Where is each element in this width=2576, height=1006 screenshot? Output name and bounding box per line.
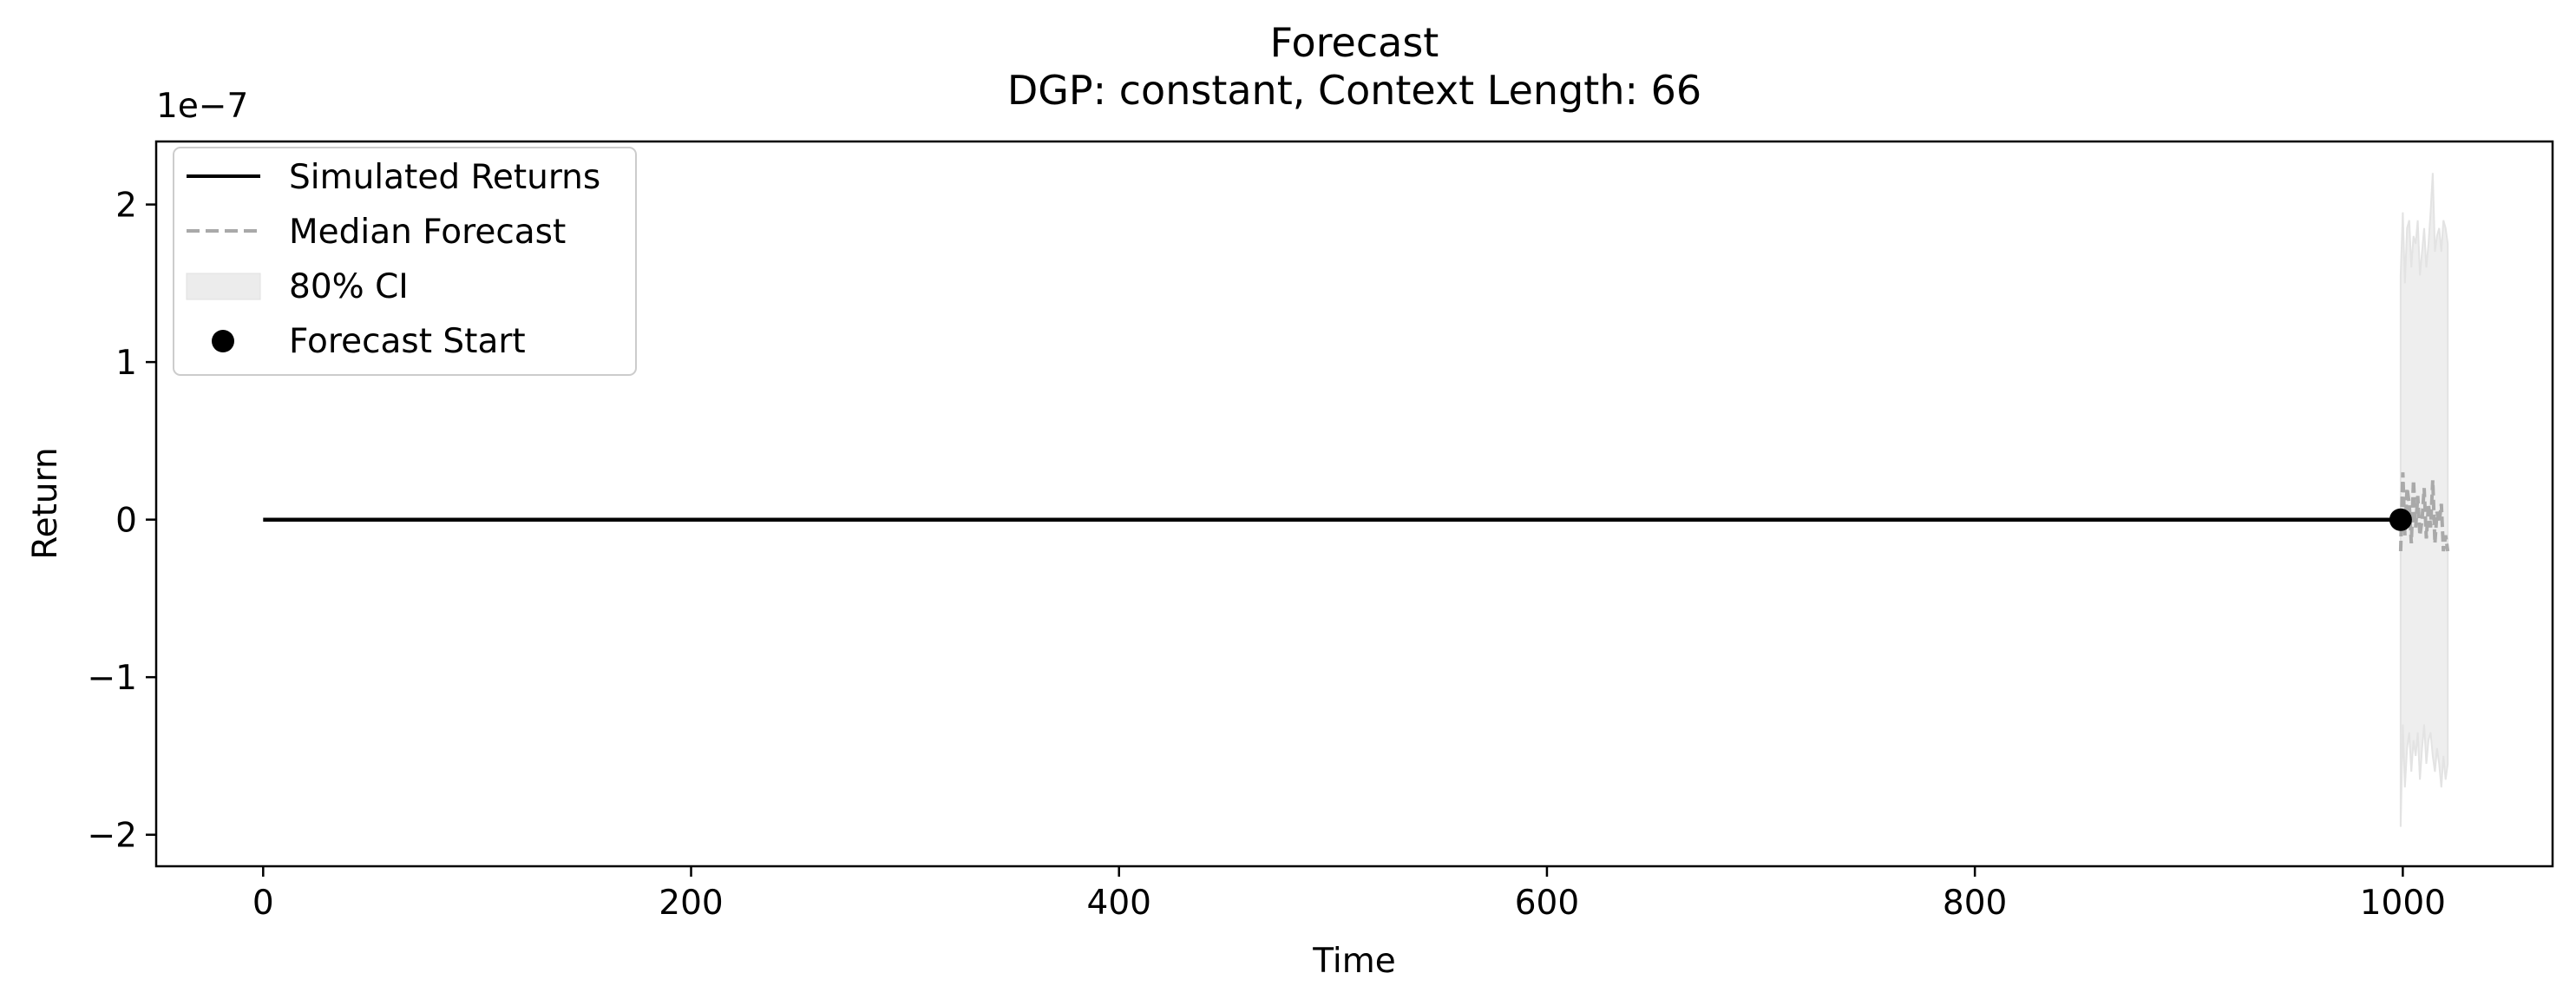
series-lines-layer — [263, 472, 2450, 552]
axes-frame — [154, 140, 2554, 868]
x-tick-label: 800 — [1943, 884, 2007, 923]
y-axis-label: Return — [26, 447, 65, 559]
x-axis-label: Time — [1312, 942, 1395, 981]
y-tick-label: 1 — [115, 344, 137, 383]
x-tick-label: 200 — [659, 884, 723, 923]
x-tick-label: 0 — [252, 884, 274, 923]
x-tick-label: 1000 — [2360, 884, 2446, 923]
legend: Simulated Returns Median Forecast 80% CI… — [173, 147, 637, 376]
marker-forecast-start — [2389, 508, 2412, 531]
legend-label-forecast-start: Forecast Start — [289, 322, 526, 361]
legend-swatch-forecast-start — [212, 330, 234, 352]
y-tick-label: 0 — [115, 502, 137, 541]
x-tick-label: 400 — [1087, 884, 1151, 923]
chart-title: Forecast — [1270, 19, 1439, 66]
y-offset-label: 1e−7 — [156, 87, 248, 126]
series-median-forecast — [2398, 472, 2450, 552]
legend-swatch-ci — [186, 273, 261, 300]
y-axis-ticks: 2 1 0 −1 −2 — [88, 187, 156, 856]
y-tick-label: −2 — [88, 817, 138, 856]
legend-label-ci: 80% CI — [289, 267, 409, 306]
plot-area — [263, 173, 2450, 827]
x-tick-label: 600 — [1515, 884, 1579, 923]
y-tick-label: −1 — [88, 659, 138, 698]
markers-layer — [2389, 508, 2412, 531]
legend-label-median-forecast: Median Forecast — [289, 213, 566, 252]
chart-subtitle: DGP: constant, Context Length: 66 — [1007, 67, 1701, 114]
x-axis-ticks: 0 200 400 600 800 1000 — [252, 866, 2446, 923]
legend-box — [173, 147, 637, 376]
y-tick-label: 2 — [115, 187, 137, 226]
legend-label-simulated-returns: Simulated Returns — [289, 158, 600, 197]
